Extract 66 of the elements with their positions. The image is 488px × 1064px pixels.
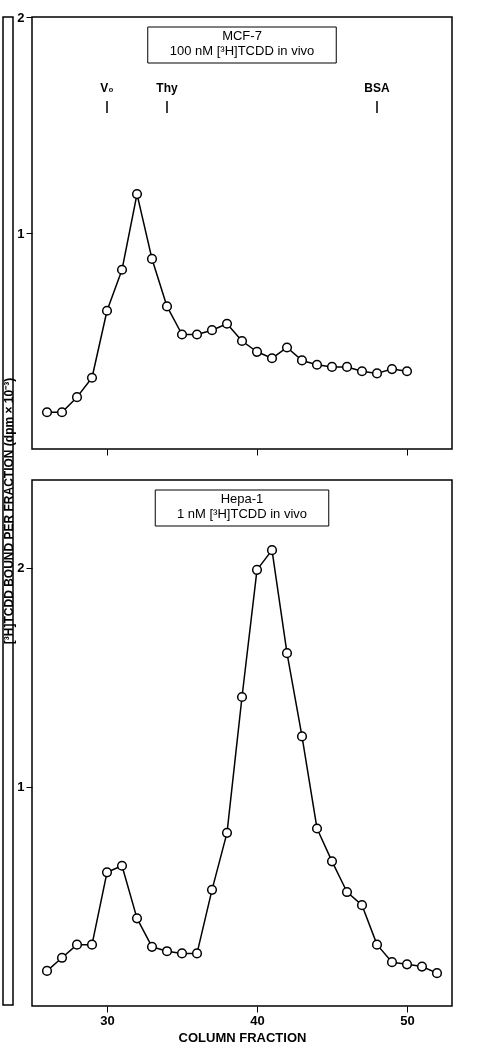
point (326, 361, 338, 372)
point (296, 355, 308, 366)
point (356, 366, 368, 377)
point (56, 952, 68, 963)
point (221, 827, 233, 838)
point (311, 823, 323, 834)
point (131, 189, 143, 200)
x-tick-label: 50 (400, 1012, 415, 1028)
x-axis-title: COLUMN FRACTION (178, 1029, 307, 1045)
text: Hepa-1 1 nM [³H]TCDD in vivo (176, 491, 308, 521)
point (251, 346, 263, 357)
point (116, 860, 128, 871)
point (101, 305, 113, 316)
point (296, 731, 308, 742)
point (71, 392, 83, 403)
point (176, 948, 188, 959)
point (236, 335, 248, 347)
point (341, 361, 353, 372)
point (401, 959, 413, 970)
point (146, 941, 158, 952)
annotation: Thy (156, 81, 178, 95)
point (311, 359, 323, 370)
point (86, 939, 98, 950)
point (371, 368, 383, 379)
point (371, 939, 383, 950)
annotation: BSA (364, 81, 390, 95)
point (191, 329, 203, 340)
point (206, 325, 218, 336)
point (71, 939, 83, 950)
y-tick-label: 2 (17, 9, 25, 25)
point (41, 965, 53, 976)
point (116, 264, 128, 275)
point (56, 407, 68, 418)
point (281, 342, 293, 353)
point (386, 364, 398, 375)
text: MCF-7 100 nM [³H]TCDD in vivo (169, 28, 315, 58)
point (266, 545, 278, 556)
y-tick-label: 2 (17, 560, 25, 576)
y-tick-label: 1 (17, 779, 25, 795)
y-axis-title: [³H]TCDD BOUND PER FRACTION (dpm × 10⁻³) (2, 377, 16, 645)
point (176, 329, 188, 340)
point (146, 253, 158, 264)
point (191, 948, 203, 959)
point (236, 691, 248, 703)
point (281, 648, 293, 659)
point (161, 946, 173, 957)
point (431, 968, 443, 979)
point (101, 867, 113, 878)
annotation: V₀ (100, 81, 114, 95)
point (341, 886, 353, 898)
y-tick-label: 1 (17, 225, 25, 241)
point (326, 856, 338, 867)
point (41, 407, 53, 418)
point (401, 366, 413, 377)
point (356, 900, 368, 911)
point (266, 353, 278, 364)
point (221, 318, 233, 329)
point (416, 961, 428, 972)
point (386, 957, 398, 968)
point (86, 372, 98, 383)
point (251, 564, 263, 575)
x-tick-label: 30 (100, 1012, 115, 1028)
point (206, 884, 218, 895)
x-tick-label: 40 (250, 1012, 265, 1028)
point (161, 301, 173, 312)
point (131, 913, 143, 924)
